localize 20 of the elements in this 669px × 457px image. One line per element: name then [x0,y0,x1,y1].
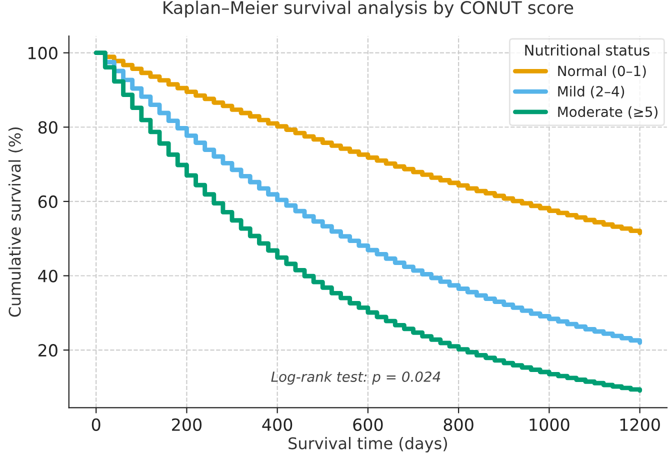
x-axis-title: Survival time (days) [288,436,447,452]
y-tick-label: 60 [38,195,58,208]
x-tick-label: 800 [444,418,474,431]
y-tick-label: 20 [38,344,58,357]
x-tick-label: 1000 [530,418,570,431]
x-tick-label: 200 [172,418,202,431]
legend-label: Mild (2–4) [558,86,624,98]
annotation: Log-rank test: p = 0.024 [271,371,440,385]
chart-title: Kaplan–Meier survival analysis by CONUT score [164,0,574,18]
y-tick-label: 40 [38,270,58,282]
x-tick-label: 600 [353,418,383,431]
legend-label: Normal (0–1) [558,65,646,78]
y-tick-label: 80 [38,121,58,134]
y-axis-title: Cumulative survival (%) [8,127,23,317]
legend-label: Moderate (≥5) [558,106,658,119]
legend-title: Nutritional status [525,44,650,56]
x-tick-label: 1200 [620,418,660,431]
y-tick-label: 100 [28,46,58,60]
x-tick-label: 400 [262,418,292,431]
x-tick-label: 0 [92,418,100,431]
